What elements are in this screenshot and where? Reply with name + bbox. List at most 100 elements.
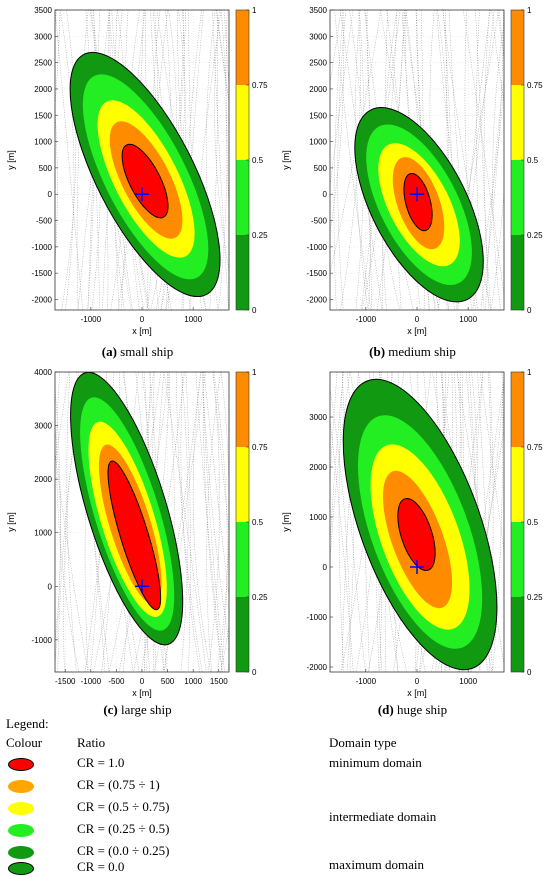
ais-track xyxy=(207,372,220,672)
ais-track xyxy=(93,372,134,672)
ais-track xyxy=(470,372,491,672)
colorbar-band xyxy=(511,160,524,235)
ais-track xyxy=(164,372,175,672)
ais-track xyxy=(66,372,77,672)
y-tick-label: -1500 xyxy=(32,269,53,278)
colorbar-tick-label: 1 xyxy=(252,6,257,15)
colorbar: 0 0.25 0.5 0.75 1 xyxy=(235,6,268,315)
domain-ellipse-cr-1 xyxy=(397,498,436,571)
ais-track xyxy=(55,105,58,268)
x-tick-label: 1500 xyxy=(210,677,228,686)
domain-ellipses xyxy=(69,51,221,298)
ais-track xyxy=(59,10,75,310)
y-tick-label: 0 xyxy=(323,563,328,572)
y-tick-label: 3000 xyxy=(34,32,52,41)
domain-ellipse-cr-1 xyxy=(107,460,162,611)
colorbar-band xyxy=(236,522,249,597)
colorbar-tick-label: 0.5 xyxy=(252,518,264,527)
colorbar-tick-label: 0 xyxy=(527,668,532,677)
y-tick-label: 2000 xyxy=(34,475,52,484)
domain-ellipse-cr-1 xyxy=(403,172,433,232)
legend-swatch-cr-025-05 xyxy=(8,824,34,837)
x-tick-label: 0 xyxy=(415,677,420,686)
ais-track xyxy=(341,372,366,672)
y-tick-label: -1000 xyxy=(32,243,53,252)
legend-swatch-cr-0 xyxy=(8,862,34,875)
y-tick-label: -1000 xyxy=(32,636,53,645)
legend-ratio-cr-075-1: CR = (0.75 ÷ 1) xyxy=(77,777,160,792)
colorbar-tick-label: 0 xyxy=(252,306,257,315)
ais-track xyxy=(461,375,504,672)
colorbar-band xyxy=(511,372,524,447)
y-tick-label: 2000 xyxy=(309,463,327,472)
colorbar-tick-label: 1 xyxy=(527,368,532,377)
ais-track xyxy=(202,372,223,672)
panel-b-chart: -1000 0 1000 -2000 -1500 -1000 -500 0 500 1000 150… xyxy=(281,6,543,336)
ais-track xyxy=(205,10,219,310)
legend-title: Legend: xyxy=(6,716,49,731)
ais-track xyxy=(476,10,485,310)
ais-track xyxy=(56,372,80,672)
ais-track xyxy=(209,10,218,310)
ais-track xyxy=(337,10,347,310)
colorbar-tick-label: 0.5 xyxy=(527,518,539,527)
ais-track xyxy=(212,372,229,535)
domain-ellipses xyxy=(70,372,184,646)
legend-domain-intermediate: intermediate domain xyxy=(329,809,437,824)
y-tick-label: 2500 xyxy=(34,59,52,68)
ais-track xyxy=(360,10,401,310)
legend-ratio-cr-0-025: CR = (0.0 ÷ 0.25) xyxy=(77,843,170,858)
legend-col-ratio: Ratio xyxy=(77,735,106,750)
y-tick-label: 1500 xyxy=(34,111,52,120)
y-tick-label: -500 xyxy=(36,217,53,226)
panel-c-caption: (c) large ship xyxy=(0,702,275,718)
ais-track xyxy=(437,10,449,310)
colorbar-band xyxy=(236,447,249,522)
y-axis-label: y [m] xyxy=(6,512,16,532)
ais-track xyxy=(214,10,229,272)
ais-track xyxy=(333,10,344,310)
ais-track xyxy=(84,372,94,672)
legend-col-domain: Domain type xyxy=(329,735,397,750)
y-tick-label: 3000 xyxy=(34,422,52,431)
colorbar-tick-label: 0.75 xyxy=(527,81,543,90)
x-tick-label: -1000 xyxy=(356,677,377,686)
ais-track xyxy=(334,10,372,310)
colorbar-band xyxy=(511,235,524,310)
colorbar-band xyxy=(511,597,524,672)
ais-track xyxy=(213,372,228,672)
ais-track xyxy=(341,372,359,672)
ais-track xyxy=(203,372,229,600)
legend-domain-maximum: maximum domain xyxy=(329,857,424,872)
legend-col-colour: Colour xyxy=(6,735,43,750)
y-tick-label: 0 xyxy=(48,190,53,199)
colorbar-band xyxy=(511,447,524,522)
colorbar-band xyxy=(236,160,249,235)
ais-track xyxy=(480,10,504,310)
colorbar-tick-label: 0.5 xyxy=(527,156,539,165)
colorbar-band xyxy=(236,10,249,85)
y-tick-label: 3500 xyxy=(34,6,52,15)
y-tick-label: 1000 xyxy=(309,138,327,147)
y-tick-label: -2000 xyxy=(32,295,53,304)
y-tick-label: 3500 xyxy=(309,6,327,15)
legend-swatch-cr-0-025 xyxy=(8,846,34,859)
x-tick-label: 1000 xyxy=(459,677,477,686)
colorbar-band xyxy=(511,85,524,160)
y-tick-label: -1500 xyxy=(307,269,328,278)
x-tick-label: -500 xyxy=(108,677,125,686)
colorbar-tick-label: 0 xyxy=(252,668,257,677)
colorbar-tick-label: 0.25 xyxy=(527,593,543,602)
ais-track xyxy=(63,372,84,672)
ais-track xyxy=(180,372,201,672)
panel-c-chart: -1500 -1000 -500 0 500 1000 1500 -1000 0 1000 2000… xyxy=(6,368,268,698)
y-tick-label: 1500 xyxy=(309,111,327,120)
ais-track xyxy=(442,10,457,310)
colorbar-tick-label: 0 xyxy=(527,306,532,315)
ais-track xyxy=(185,372,191,672)
ais-track xyxy=(40,372,54,672)
domain-ellipse-cr-1 xyxy=(121,143,169,219)
ais-track xyxy=(195,372,223,672)
ais-track xyxy=(338,372,345,672)
x-tick-label: -1000 xyxy=(81,677,102,686)
